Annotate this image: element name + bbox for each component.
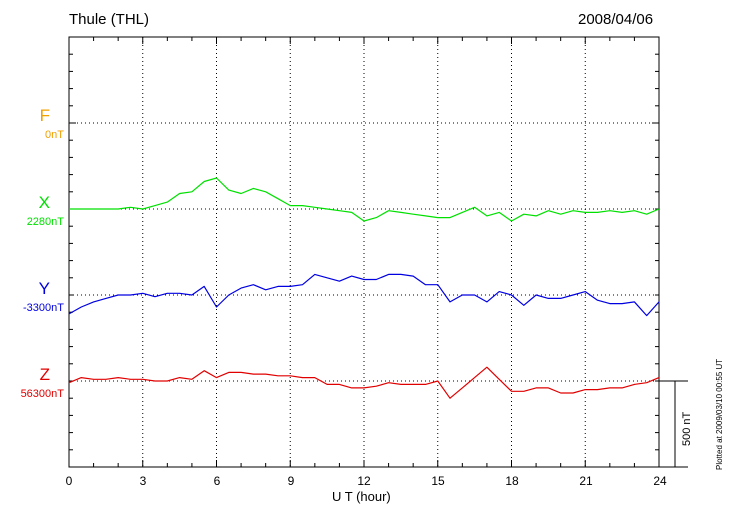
vertical-gridlines [142,37,586,467]
channel-f-baseline: 0nT [45,129,64,141]
station-title: Thule (THL) [69,11,150,28]
plotted-at-note: Plotted at 2009/03/10 00:55 UT [715,358,724,470]
x-tick-label: 21 [579,474,593,488]
series-line-y [68,273,660,317]
x-tick-label: 3 [139,474,147,488]
series-traces [68,177,660,399]
channel-x-baseline: 2280nT [26,216,64,228]
channel-z-baseline: 56300nT [20,388,64,400]
x-tick-label: 15 [431,474,445,488]
channel-y-name: Y [38,279,50,298]
x-tick-label: 24 [653,474,667,488]
plot-date: 2008/04/06 [578,11,654,28]
x-tick-label: 18 [505,474,519,488]
series-line-z [68,366,660,399]
x-tick-label: 12 [357,474,371,488]
channel-x-name: X [38,193,50,212]
series-line-x [69,177,660,222]
channel-f-name: F [39,106,50,125]
channel-y-baseline: -3300nT [23,302,64,314]
x-axis-label: U T (hour) [332,489,391,504]
x-tick-label: 0 [65,474,73,488]
scale-bar-label: 500 nT [681,411,693,446]
channel-z-name: Z [39,365,50,384]
scale-bar [659,380,688,468]
x-tick-label: 6 [213,474,221,488]
x-tick-label: 9 [287,474,295,488]
axis-ticks [68,36,660,468]
